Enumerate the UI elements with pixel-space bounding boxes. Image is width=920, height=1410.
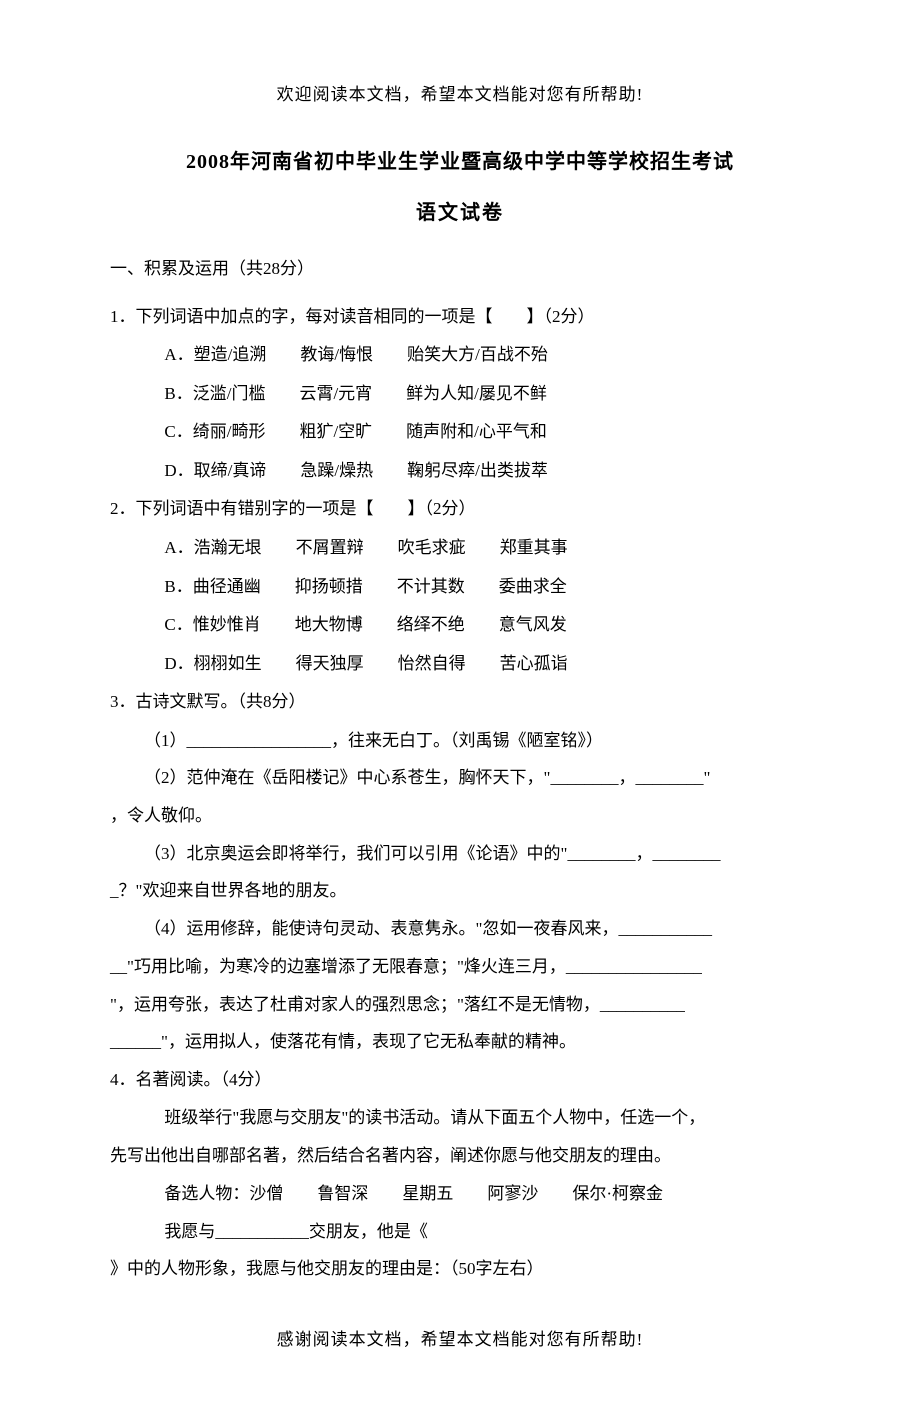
question-1-stem: 1．下列词语中加点的字，每对读音相同的一项是【 】（2分）	[110, 299, 810, 336]
question-1-option-d: D．取缔/真谛 急躁/燥热 鞠躬尽瘁/出类拔萃	[110, 453, 810, 490]
question-4-stem: 4．名著阅读。（4分）	[110, 1062, 810, 1099]
question-4-para-1b: 先写出他出自哪部名著，然后结合名著内容，阐述你愿与他交朋友的理由。	[110, 1138, 810, 1174]
question-2-option-d: D．栩栩如生 得天独厚 怡然自得 苦心孤诣	[110, 646, 810, 683]
question-4-para-1: 班级举行"我愿与交朋友"的读书活动。请从下面五个人物中，任选一个，	[110, 1100, 810, 1136]
question-4-fill-2: 》中的人物形象，我愿与他交朋友的理由是：（50字左右）	[110, 1251, 810, 1287]
question-4-fill-1: 我愿与___________交朋友，他是《	[110, 1214, 810, 1250]
question-3-blank-1: （1）_________________，往来无白丁。（刘禹锡《陋室铭》）	[110, 723, 810, 759]
question-3-blank-4a: （4）运用修辞，能使诗句灵动、表意隽永。"忽如一夜春风来，___________	[110, 911, 810, 947]
question-3-blank-4b: __"巧用比喻，为寒冷的边塞增添了无限春意；"烽火连三月，___________…	[110, 949, 810, 985]
section-1-heading: 一、积累及运用（共28分）	[110, 251, 810, 287]
question-4-candidates: 备选人物：沙僧 鲁智深 星期五 阿寥沙 保尔·柯察金	[110, 1176, 810, 1212]
question-3-blank-3a: （3）北京奥运会即将举行，我们可以引用《论语》中的"________，_____…	[110, 836, 810, 872]
question-3-stem: 3．古诗文默写。（共8分）	[110, 684, 810, 721]
document-page: 欢迎阅读本文档，希望本文档能对您有所帮助! 2008年河南省初中毕业生学业暨高级…	[0, 0, 920, 1410]
question-3-blank-4d: ______"，运用拟人，使落花有情，表现了它无私奉献的精神。	[110, 1024, 810, 1060]
question-1-option-b: B．泛滥/门槛 云霄/元宵 鲜为人知/屡见不鲜	[110, 376, 810, 413]
exam-title: 2008年河南省初中毕业生学业暨高级中学中等学校招生考试	[110, 145, 810, 174]
question-1-option-c: C．绮丽/畸形 粗犷/空旷 随声附和/心平气和	[110, 414, 810, 451]
question-2-option-c: C．惟妙惟肖 地大物博 络绎不绝 意气风发	[110, 607, 810, 644]
question-2-stem: 2．下列词语中有错别字的一项是【 】（2分）	[110, 491, 810, 528]
question-3-blank-2a: （2）范仲淹在《岳阳楼记》中心系苍生，胸怀天下，"________，______…	[110, 760, 810, 796]
question-3-blank-2b: ，令人敬仰。	[110, 798, 810, 834]
question-3-blank-3b: _？"欢迎来自世界各地的朋友。	[110, 873, 810, 909]
question-2-option-a: A．浩瀚无垠 不屑置辩 吹毛求疵 郑重其事	[110, 530, 810, 567]
exam-subject: 语文试卷	[110, 196, 810, 225]
question-2-option-b: B．曲径通幽 抑扬顿措 不计其数 委曲求全	[110, 569, 810, 606]
question-3-blank-4c: "，运用夸张，表达了杜甫对家人的强烈思念；"落红不是无情物，__________	[110, 987, 810, 1023]
footer-note: 感谢阅读本文档，希望本文档能对您有所帮助!	[110, 1325, 810, 1350]
question-1-option-a: A．塑造/追溯 教诲/悔恨 贻笑大方/百战不殆	[110, 337, 810, 374]
header-note: 欢迎阅读本文档，希望本文档能对您有所帮助!	[110, 80, 810, 105]
